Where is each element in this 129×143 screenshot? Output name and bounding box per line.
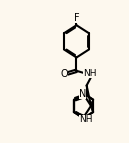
Text: N: N — [79, 89, 86, 99]
Text: O: O — [60, 69, 68, 79]
Text: NH: NH — [79, 115, 92, 124]
Text: NH: NH — [83, 69, 97, 78]
Text: F: F — [74, 13, 79, 22]
